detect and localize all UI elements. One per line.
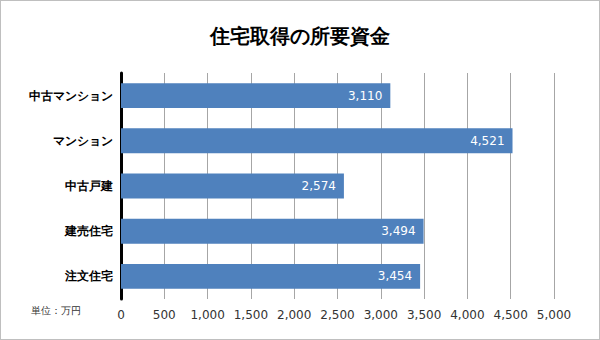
svg-text:1,500: 1,500 xyxy=(234,308,268,322)
svg-text:2,000: 2,000 xyxy=(277,308,311,322)
svg-text:500: 500 xyxy=(153,308,176,322)
svg-text:注文住宅: 注文住宅 xyxy=(64,269,113,283)
svg-text:単位：万円: 単位：万円 xyxy=(31,305,81,316)
svg-text:3,500: 3,500 xyxy=(407,308,441,322)
svg-text:中古戸建: 中古戸建 xyxy=(65,179,113,193)
svg-text:4,521: 4,521 xyxy=(470,134,504,148)
svg-text:0: 0 xyxy=(117,308,125,322)
svg-text:3,000: 3,000 xyxy=(364,308,398,322)
svg-text:マンション: マンション xyxy=(53,134,113,148)
svg-text:建売住宅: 建売住宅 xyxy=(64,224,113,238)
svg-text:2,574: 2,574 xyxy=(302,179,336,193)
svg-text:住宅取得の所要資金: 住宅取得の所要資金 xyxy=(209,24,390,48)
svg-text:4,500: 4,500 xyxy=(494,308,528,322)
svg-text:3,494: 3,494 xyxy=(381,224,415,238)
svg-text:5,000: 5,000 xyxy=(537,308,571,322)
svg-text:3,110: 3,110 xyxy=(348,89,382,103)
svg-text:1,000: 1,000 xyxy=(190,308,224,322)
svg-text:中古マンション: 中古マンション xyxy=(29,89,113,103)
svg-text:2,500: 2,500 xyxy=(320,308,354,322)
svg-text:3,454: 3,454 xyxy=(378,269,412,283)
svg-text:4,000: 4,000 xyxy=(450,308,484,322)
